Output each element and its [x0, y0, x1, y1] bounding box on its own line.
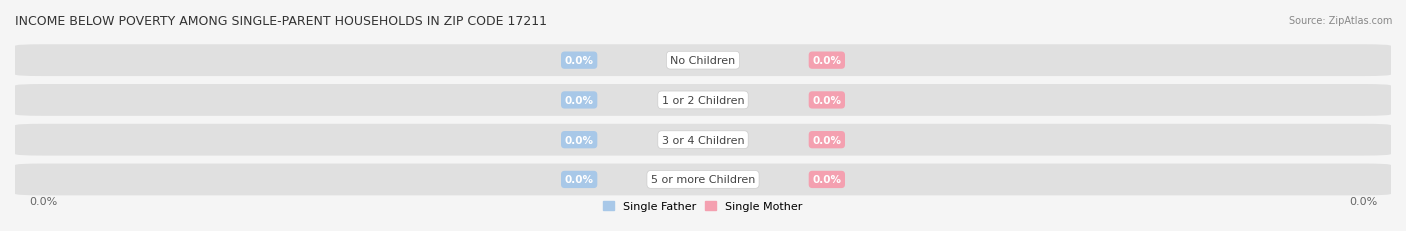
FancyBboxPatch shape: [15, 45, 1391, 77]
Text: 0.0%: 0.0%: [813, 135, 841, 145]
Text: 0.0%: 0.0%: [813, 175, 841, 185]
Text: 0.0%: 0.0%: [1348, 197, 1378, 207]
Text: 0.0%: 0.0%: [813, 95, 841, 106]
Text: 1 or 2 Children: 1 or 2 Children: [662, 95, 744, 106]
Text: Source: ZipAtlas.com: Source: ZipAtlas.com: [1288, 16, 1392, 26]
Text: 0.0%: 0.0%: [565, 175, 593, 185]
Text: 5 or more Children: 5 or more Children: [651, 175, 755, 185]
Text: 0.0%: 0.0%: [565, 95, 593, 106]
FancyBboxPatch shape: [15, 124, 1391, 156]
Text: 0.0%: 0.0%: [28, 197, 58, 207]
Text: 0.0%: 0.0%: [813, 56, 841, 66]
Text: No Children: No Children: [671, 56, 735, 66]
Text: 0.0%: 0.0%: [565, 56, 593, 66]
FancyBboxPatch shape: [15, 164, 1391, 195]
Text: INCOME BELOW POVERTY AMONG SINGLE-PARENT HOUSEHOLDS IN ZIP CODE 17211: INCOME BELOW POVERTY AMONG SINGLE-PARENT…: [15, 15, 547, 28]
Text: 0.0%: 0.0%: [565, 135, 593, 145]
Text: 3 or 4 Children: 3 or 4 Children: [662, 135, 744, 145]
Legend: Single Father, Single Mother: Single Father, Single Mother: [599, 197, 807, 216]
FancyBboxPatch shape: [15, 85, 1391, 116]
